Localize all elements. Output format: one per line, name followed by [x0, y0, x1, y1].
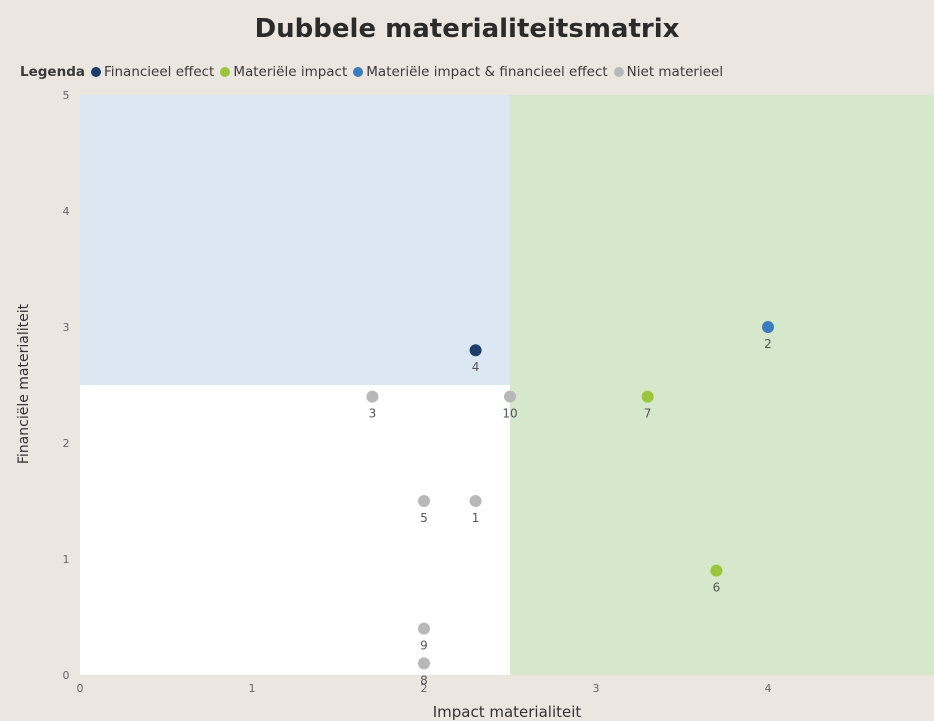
data-label-3: 3 [369, 407, 377, 421]
legend-label: Niet materieel [626, 64, 724, 80]
legend-label: Financieel effect [103, 64, 215, 80]
data-label-1: 1 [472, 511, 480, 525]
x-tick-label: 4 [765, 682, 772, 695]
y-tick-label: 1 [63, 553, 70, 566]
data-label-2: 2 [764, 337, 772, 351]
legend-dot-niet-materieel [613, 67, 624, 77]
x-tick-label: 0 [77, 682, 84, 695]
impact-region [510, 95, 934, 675]
data-point-8 [418, 657, 430, 670]
data-point-1 [469, 495, 482, 507]
legend-dot-financieel-effect [90, 67, 101, 77]
chart-title: Dubbele materialiteitsmatrix [254, 14, 680, 44]
legend-dot-materiele-impact [220, 67, 231, 77]
financial-region [80, 95, 510, 385]
x-axis-label: Impact materialiteit [432, 703, 582, 721]
y-tick-label: 4 [63, 205, 70, 218]
y-tick-label: 2 [63, 437, 70, 450]
data-point-6 [710, 564, 723, 577]
data-point-9 [418, 622, 430, 635]
data-point-7 [641, 390, 654, 403]
data-label-9: 9 [420, 639, 428, 653]
x-tick-label: 2 [421, 682, 428, 695]
data-point-5 [418, 495, 430, 507]
data-point-10 [504, 390, 516, 403]
legend-item-financieel-effect: Financieel effect [90, 64, 215, 80]
legend-label: Materiële impact & financieel effect [366, 64, 608, 80]
data-label-5: 5 [420, 511, 428, 525]
data-label-6: 6 [713, 581, 721, 595]
legend-item-materiele-impact: Materiële impact [220, 64, 347, 80]
y-tick-label: 0 [63, 669, 70, 682]
legend-item-niet-materieel: Niet materieel [613, 64, 724, 80]
legend-title: Legenda [20, 64, 85, 80]
data-point-4 [469, 344, 482, 357]
x-tick-label: 1 [249, 682, 256, 695]
legend-item-impact-en-financieel: Materiële impact & financieel effect [353, 64, 608, 80]
data-label-8: 8 [420, 673, 428, 687]
y-tick-label: 5 [63, 89, 70, 102]
legend: Legenda Financieel effect Materiële impa… [20, 62, 729, 82]
data-point-2 [762, 321, 774, 333]
data-point-3 [366, 390, 379, 403]
data-label-7: 7 [644, 407, 652, 421]
x-tick-label: 3 [593, 682, 600, 695]
legend-label: Materiële impact [233, 64, 348, 80]
y-tick-label: 3 [63, 321, 70, 334]
legend-dot-impact-en-financieel [353, 67, 364, 77]
data-label-10: 10 [502, 407, 517, 421]
data-label-4: 4 [472, 360, 480, 374]
